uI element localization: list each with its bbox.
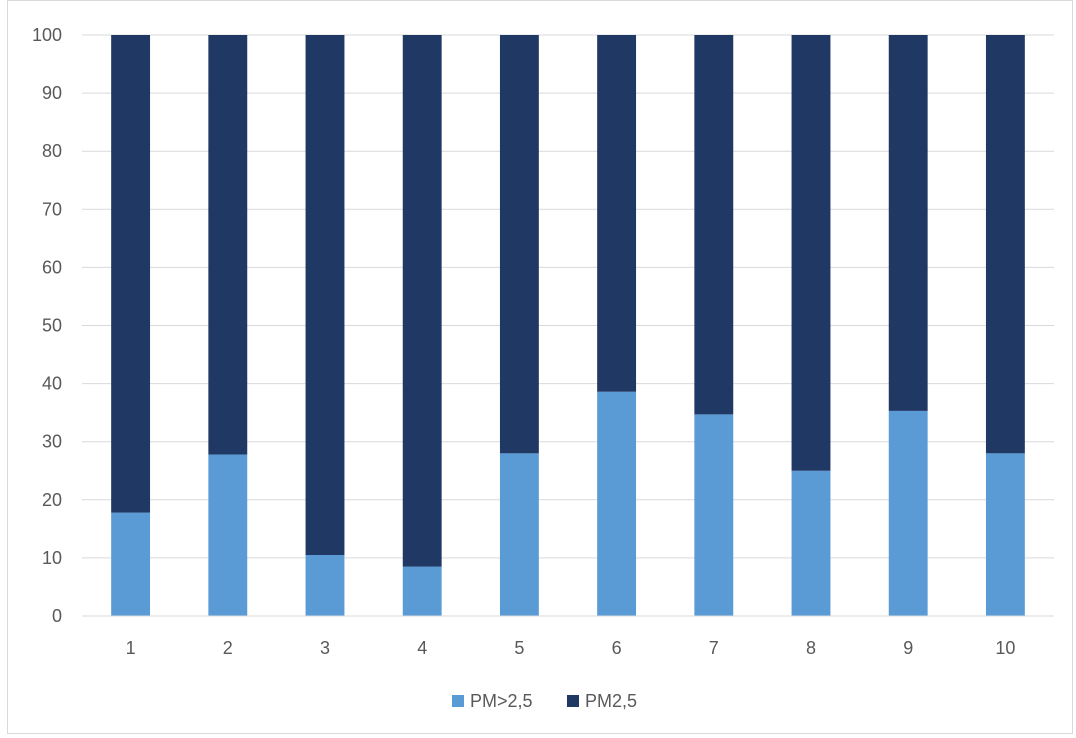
x-tick-label: 3 (320, 638, 330, 658)
y-tick-label: 0 (52, 606, 62, 626)
bar-segment-pm2-5 (111, 35, 151, 513)
bar-segment-pm-coarse (694, 414, 734, 616)
x-tick-label: 5 (514, 638, 524, 658)
x-tick-label: 8 (806, 638, 816, 658)
legend-swatch (567, 695, 579, 707)
y-tick-label: 60 (42, 257, 62, 277)
bar-segment-pm-coarse (597, 391, 637, 616)
bar-segment-pm-coarse (402, 566, 442, 616)
y-tick-label: 50 (42, 316, 62, 336)
y-tick-label: 80 (42, 141, 62, 161)
bar-segment-pm2-5 (208, 35, 248, 455)
x-tick-label: 7 (709, 638, 719, 658)
legend-label: PM>2,5 (470, 691, 533, 711)
legend: PM>2,5 PM2,5 (452, 691, 637, 711)
x-tick-label: 9 (903, 638, 913, 658)
x-axis-tick-labels: 1 2 3 4 5 6 7 8 9 10 (126, 638, 1016, 658)
y-axis-tick-labels: 0 10 20 30 40 50 60 70 80 90 100 (32, 25, 62, 626)
legend-swatch (452, 695, 464, 707)
bar-segment-pm2-5 (305, 35, 345, 555)
bar-segment-pm-coarse (791, 470, 831, 616)
bar-segment-pm2-5 (888, 35, 928, 411)
y-tick-label: 20 (42, 490, 62, 510)
bar-segment-pm2-5 (694, 35, 734, 415)
x-tick-label: 1 (126, 638, 136, 658)
bar-segment-pm-coarse (111, 512, 151, 616)
bar-segment-pm2-5 (499, 35, 539, 454)
bar-segment-pm2-5 (791, 35, 831, 471)
bar-segment-pm-coarse (499, 453, 539, 616)
bar-segment-pm2-5 (402, 35, 442, 567)
x-tick-label: 6 (612, 638, 622, 658)
y-tick-label: 70 (42, 199, 62, 219)
y-tick-label: 30 (42, 432, 62, 452)
bar-segment-pm-coarse (985, 453, 1025, 616)
y-tick-label: 100 (32, 25, 62, 45)
bar-segment-pm-coarse (305, 554, 345, 616)
x-tick-label: 4 (417, 638, 427, 658)
legend-label: PM2,5 (585, 691, 637, 711)
x-tick-label: 2 (223, 638, 233, 658)
y-tick-label: 10 (42, 548, 62, 568)
x-tick-label: 10 (995, 638, 1015, 658)
y-tick-label: 40 (42, 374, 62, 394)
y-tick-label: 90 (42, 83, 62, 103)
bar-segment-pm-coarse (888, 410, 928, 616)
bar-segment-pm2-5 (597, 35, 637, 392)
bar-segment-pm2-5 (985, 35, 1025, 454)
bar-segment-pm-coarse (208, 454, 248, 616)
bars (111, 35, 1025, 616)
